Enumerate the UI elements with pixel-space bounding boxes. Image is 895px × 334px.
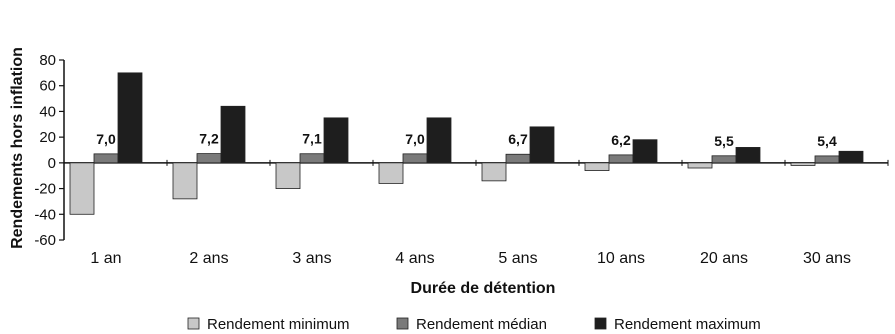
legend-label: Rendement médian [416, 316, 547, 333]
data-labels: 7,0 7,2 7,1 7,0 6,7 6,2 5,5 5,4 [96, 131, 837, 149]
median-data-label: 6,2 [611, 132, 631, 148]
bar-maximum [220, 105, 246, 164]
y-tick-label: 20 [39, 129, 56, 146]
bar-minimum [790, 162, 816, 166]
x-category-label: 3 ans [292, 250, 331, 267]
bar-median [402, 153, 428, 164]
bar-maximum [632, 139, 658, 164]
bar-maximum [117, 72, 143, 164]
median-data-label: 5,5 [714, 133, 734, 149]
bar-median [196, 153, 222, 164]
x-category-label: 20 ans [700, 250, 748, 267]
y-tick-label: -20 [34, 181, 56, 198]
x-category-label: 5 ans [498, 250, 537, 267]
bar-minimum [687, 162, 713, 169]
bar-maximum [735, 147, 761, 164]
x-category-label: 2 ans [189, 250, 228, 267]
bar-median [711, 155, 737, 164]
bars [69, 72, 864, 215]
bar-minimum [378, 162, 404, 184]
x-category-label: 1 an [90, 250, 121, 267]
legend-label: Rendement maximum [614, 316, 761, 333]
y-tick-label: -40 [34, 206, 56, 223]
bar-minimum [69, 162, 95, 215]
legend-swatch-minimum [187, 317, 200, 330]
y-tick-label: -60 [34, 232, 56, 249]
x-category-label: 30 ans [803, 250, 851, 267]
x-axis-title: Durée de détention [411, 280, 556, 297]
bar-minimum [584, 162, 610, 171]
bar-minimum [275, 162, 301, 189]
bar-maximum [529, 126, 555, 164]
median-data-label: 7,2 [199, 131, 219, 147]
bar-median [814, 155, 840, 164]
bar-maximum [323, 117, 349, 164]
bar-median [608, 154, 634, 164]
median-data-label: 7,1 [302, 131, 322, 147]
bar-minimum [481, 162, 507, 182]
y-tick-label: 0 [48, 155, 56, 172]
bar-maximum [426, 117, 452, 164]
legend-label: Rendement minimum [207, 316, 350, 333]
y-axis-title: Rendements hors inflation [9, 47, 26, 249]
x-category-label: 4 ans [395, 250, 434, 267]
y-tick-label: 60 [39, 78, 56, 95]
x-axis-categories: 1 an 2 ans 3 ans 4 ans 5 ans 10 ans 20 ans 30 a… [90, 250, 851, 267]
y-tick-label: 80 [39, 52, 56, 69]
median-data-label: 5,4 [817, 133, 837, 149]
median-data-label: 6,7 [508, 131, 528, 147]
bar-median [505, 153, 531, 164]
legend-swatch-maximum [594, 317, 607, 330]
legend: Rendement minimum Rendement médian Rendeme… [187, 316, 761, 333]
bar-median [93, 153, 119, 164]
bar-maximum [838, 150, 864, 164]
legend-swatch-median [396, 317, 409, 330]
bar-median [299, 153, 325, 164]
y-axis-ticks: 80 60 40 20 0 -20 -40 -60 [34, 52, 65, 249]
median-data-label: 7,0 [405, 131, 425, 147]
median-data-label: 7,0 [96, 131, 116, 147]
x-category-label: 10 ans [597, 250, 645, 267]
bar-minimum [172, 162, 198, 200]
y-tick-label: 40 [39, 103, 56, 120]
